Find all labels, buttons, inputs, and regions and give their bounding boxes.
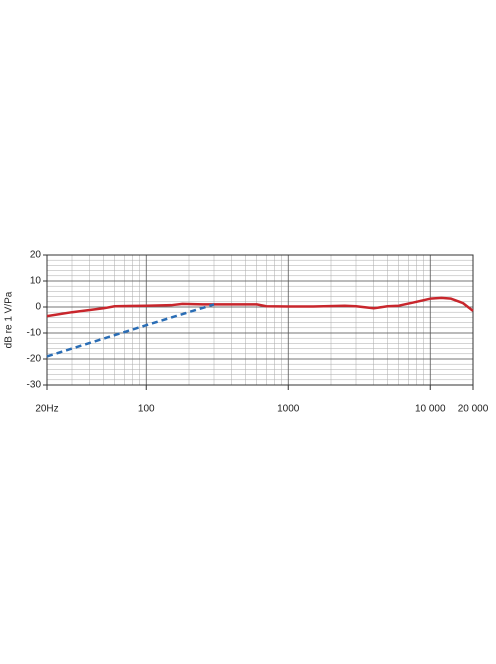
y-tick-label: -30 — [27, 380, 42, 391]
x-tick-label: 100 — [138, 404, 155, 415]
y-tick-label: 0 — [35, 302, 41, 313]
series-line — [46, 303, 215, 358]
y-tick-label: -20 — [27, 354, 42, 365]
plot-frame — [46, 254, 474, 386]
y-axis-label: dB re 1 V/Pa — [4, 291, 15, 348]
x-tick-label: 1000 — [277, 404, 300, 415]
series-line — [46, 296, 474, 318]
x-tick-label: 20 000 — [458, 404, 489, 415]
y-tick-label: 10 — [30, 276, 42, 287]
x-tick-label: 20Hz — [35, 404, 58, 415]
y-tick-label: 20 — [30, 250, 42, 261]
y-tick-label: -10 — [27, 328, 42, 339]
x-tick-label: 10 000 — [415, 404, 446, 415]
